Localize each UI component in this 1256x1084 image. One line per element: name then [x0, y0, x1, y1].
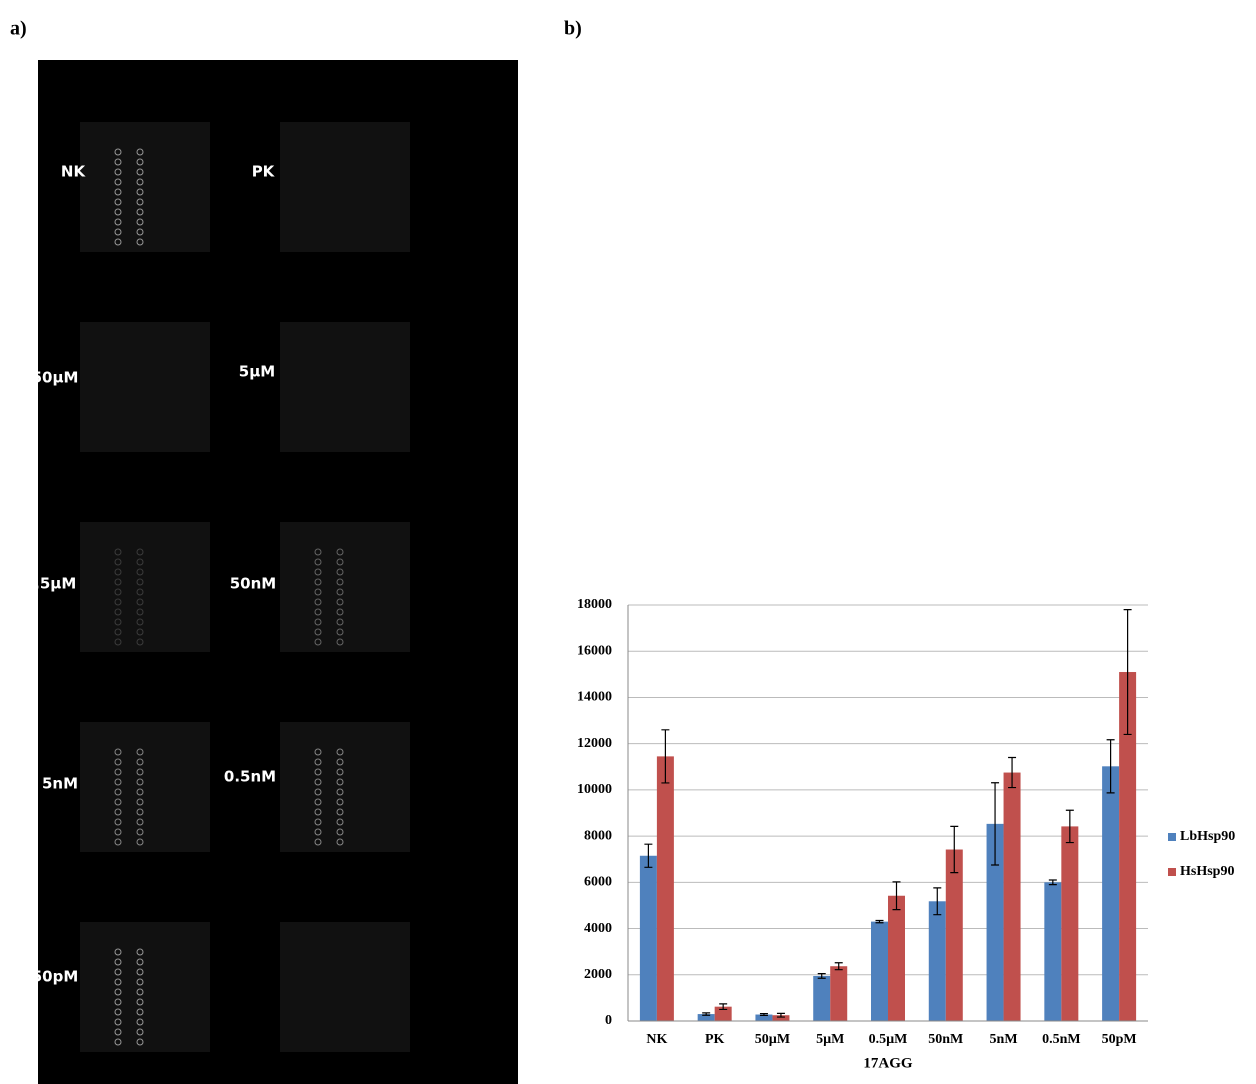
y-tick-label: 0 — [605, 1013, 612, 1028]
bar — [871, 922, 888, 1021]
y-tick-label: 6000 — [584, 875, 612, 890]
image-label: 50nM — [230, 575, 276, 593]
x-tick-label: 5µM — [816, 1032, 844, 1047]
array-square — [80, 922, 210, 1052]
bar-chart: 0 2000 4000 6000 8000 10000 12000 14000 16000 180… — [577, 597, 1235, 1071]
x-tick-label: NK — [646, 1032, 667, 1047]
x-axis-title: 17AGG — [863, 1055, 913, 1071]
image-label: 5µM — [239, 363, 275, 381]
bar — [1061, 826, 1078, 1021]
panel-label: a) — [10, 18, 27, 40]
image-label: 5nM — [42, 775, 78, 793]
array-square — [280, 722, 410, 852]
bar — [657, 756, 674, 1021]
x-tick-label: 5nM — [990, 1032, 1018, 1047]
image-label: 0.5µM — [24, 575, 77, 593]
bar — [1102, 766, 1119, 1021]
legend-label: HsHsp90 — [1180, 864, 1234, 879]
image-label: 50µM — [32, 369, 79, 387]
image-label: PK — [252, 163, 276, 181]
bar — [929, 901, 946, 1021]
y-tick-label: 8000 — [584, 828, 612, 843]
image-label: 0.5nM — [224, 768, 276, 786]
bar — [1004, 773, 1021, 1021]
x-tick-label: 50µM — [755, 1032, 790, 1047]
image-label: NK — [61, 163, 87, 181]
array-square — [80, 122, 210, 252]
y-tick-label: 2000 — [584, 967, 612, 982]
bar — [1044, 882, 1061, 1021]
array-square — [80, 522, 210, 652]
x-tick-label: 50nM — [928, 1032, 963, 1047]
x-tick-label: 50pM — [1102, 1032, 1137, 1047]
bar — [946, 850, 963, 1021]
y-tick-label: 4000 — [584, 921, 612, 936]
bar — [888, 896, 905, 1021]
array-square — [280, 322, 410, 452]
y-tick-label: 12000 — [577, 736, 612, 751]
array-square — [280, 122, 410, 252]
array-square — [280, 922, 410, 1052]
array-square — [80, 322, 210, 452]
legend-label: LbHsp90 — [1180, 829, 1235, 844]
y-tick-label: 10000 — [577, 782, 612, 797]
array-square — [280, 522, 410, 652]
y-tick-label: 16000 — [577, 643, 612, 658]
x-tick-label: 0.5µM — [869, 1032, 908, 1047]
panel-label: b) — [564, 18, 582, 40]
figure: a) b) NK PK 50µM 5µM 0.5µM 50nM 5nM 0.5nM 50pM 0… — [0, 0, 1256, 1084]
x-tick-label: 0.5nM — [1042, 1032, 1081, 1047]
legend-swatch — [1168, 833, 1176, 841]
array-square — [80, 722, 210, 852]
bar — [830, 966, 847, 1021]
y-tick-label: 18000 — [577, 597, 612, 612]
legend-swatch — [1168, 868, 1176, 876]
bar — [640, 856, 657, 1021]
bar — [813, 976, 830, 1021]
image-label: 50pM — [32, 968, 79, 986]
y-tick-label: 14000 — [577, 690, 612, 705]
x-tick-label: PK — [705, 1032, 725, 1047]
